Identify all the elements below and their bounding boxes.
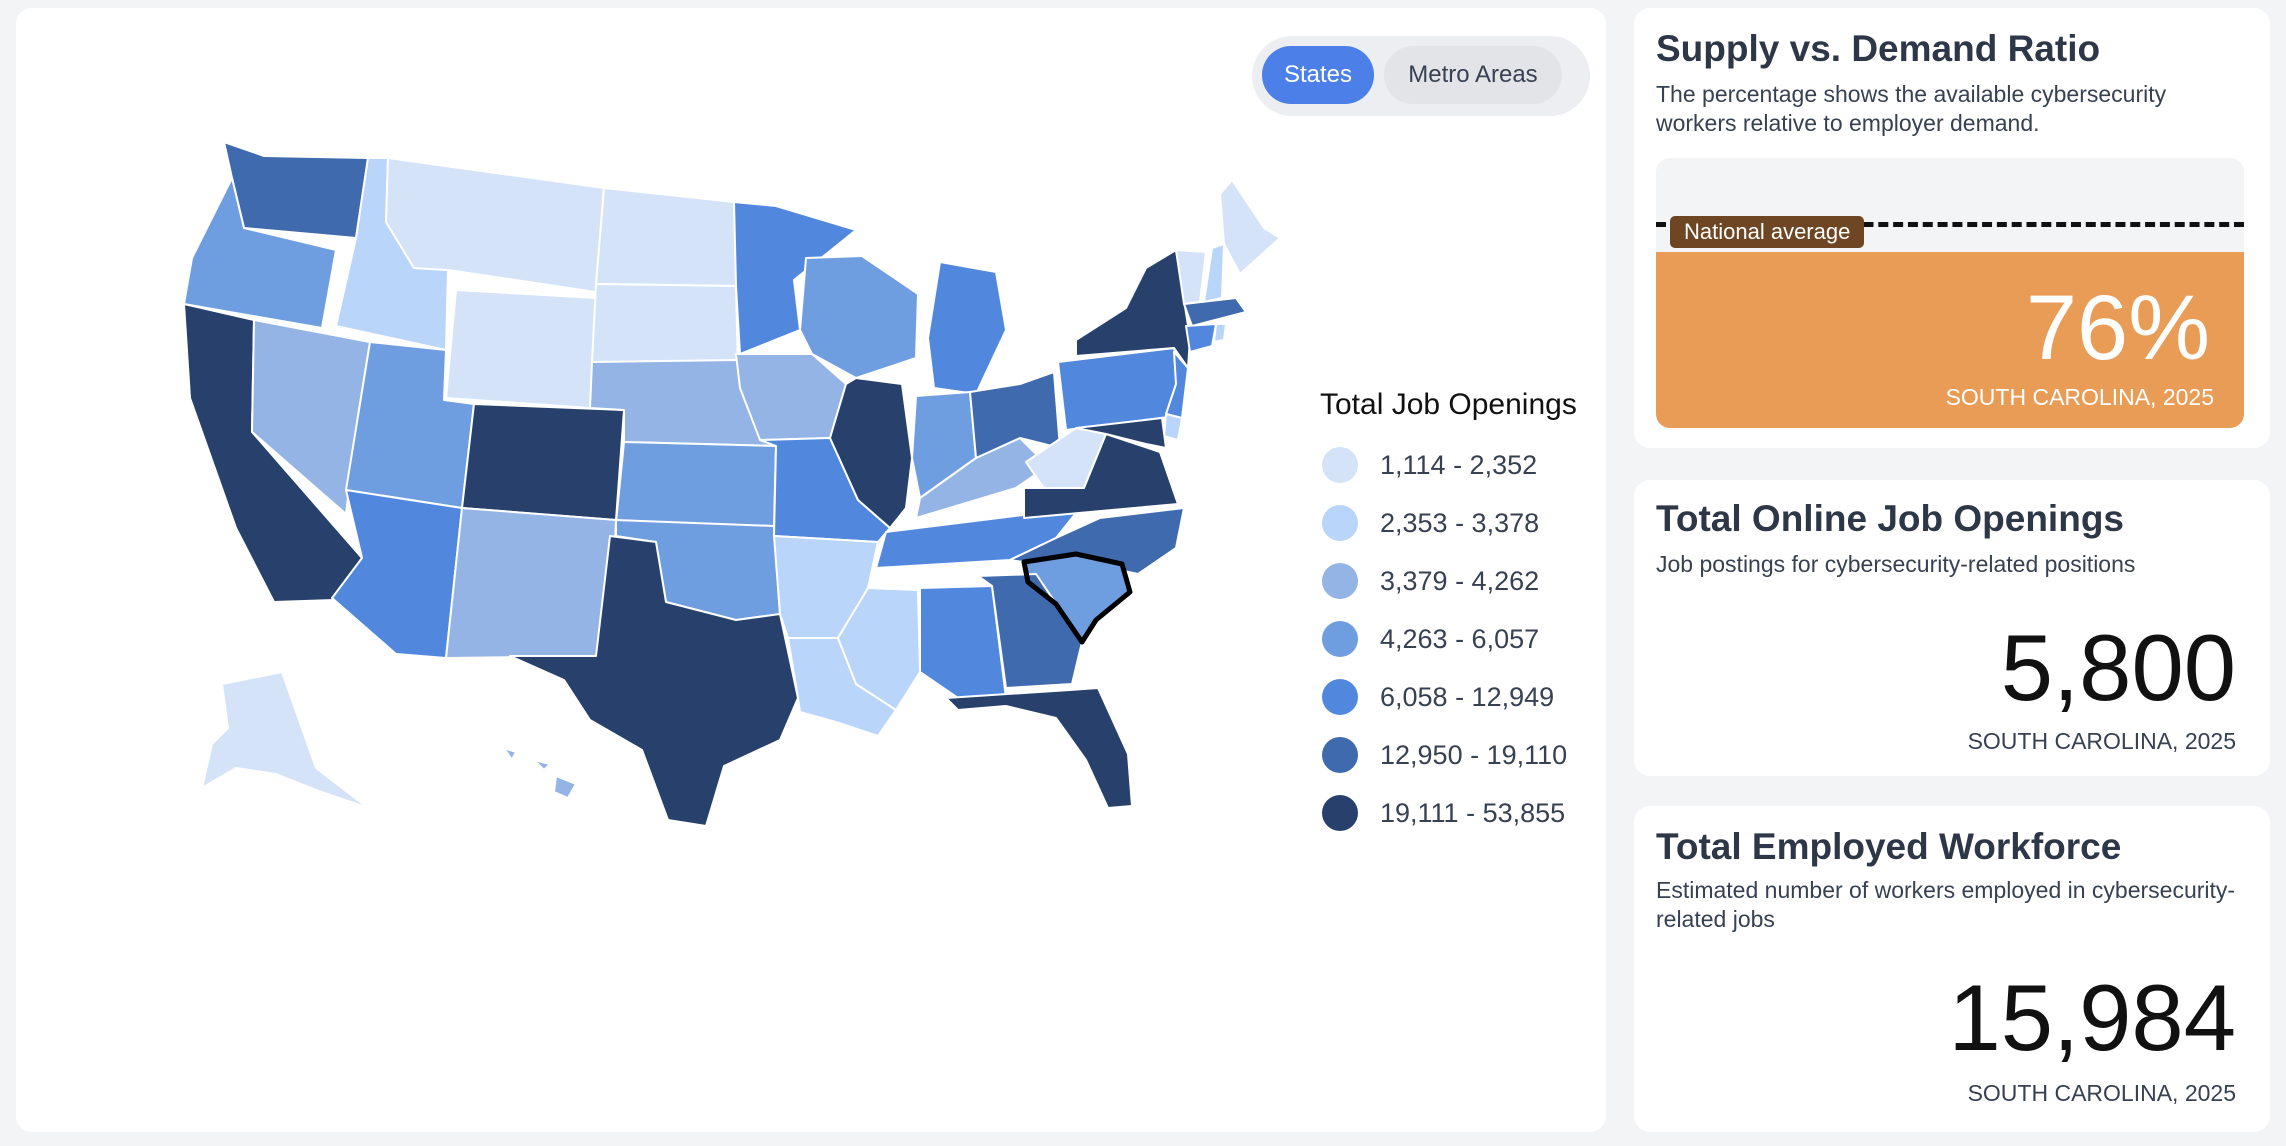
state-ct[interactable] bbox=[1185, 323, 1217, 353]
ratio-fill-bar bbox=[1656, 251, 2244, 428]
state-sd[interactable] bbox=[591, 283, 739, 371]
state-nd[interactable] bbox=[595, 187, 737, 287]
state-wi[interactable] bbox=[799, 255, 919, 379]
card-title: Total Employed Workforce bbox=[1656, 826, 2122, 867]
state-ga[interactable] bbox=[977, 573, 1083, 689]
legend-item: 4,263 - 6,057 bbox=[1320, 610, 1602, 668]
job-openings-value: 5,800 bbox=[2000, 615, 2236, 720]
card-title: Total Online Job Openings bbox=[1656, 498, 2124, 539]
job-openings-caption: SOUTH CAROLINA, 2025 bbox=[1967, 728, 2236, 754]
ratio-gauge: National average 76% SOUTH CAROLINA, 202… bbox=[1656, 158, 2244, 428]
legend-item: 6,058 - 12,949 bbox=[1320, 668, 1602, 726]
legend-swatch bbox=[1322, 505, 1358, 541]
view-toggle: States Metro Areas bbox=[1252, 36, 1590, 116]
map-legend: Total Job Openings 1,114 - 2,352 2,353 -… bbox=[1320, 388, 1602, 842]
state-de[interactable] bbox=[1163, 413, 1183, 441]
legend-label: 3,379 - 4,262 bbox=[1380, 565, 1540, 596]
legend-label: 19,111 - 53,855 bbox=[1380, 797, 1566, 828]
state-wy[interactable] bbox=[445, 289, 597, 409]
state-hi[interactable] bbox=[503, 747, 577, 799]
state-az[interactable] bbox=[331, 489, 463, 659]
card-description: Estimated number of workers employed in … bbox=[1656, 877, 2236, 932]
ratio-caption: SOUTH CAROLINA, 2025 bbox=[1945, 384, 2214, 410]
legend-swatch bbox=[1322, 621, 1358, 657]
map-card: States Metro Areas Total Job Openings 1,… bbox=[16, 8, 1606, 1132]
metro-areas-toggle-button[interactable]: Metro Areas bbox=[1384, 46, 1562, 104]
state-al[interactable] bbox=[919, 585, 1007, 699]
state-nm[interactable] bbox=[445, 507, 617, 659]
legend-item: 3,379 - 4,262 bbox=[1320, 552, 1602, 610]
legend-title: Total Job Openings bbox=[1320, 388, 1577, 421]
workforce-value: 15,984 bbox=[1948, 965, 2236, 1070]
states-toggle-button[interactable]: States bbox=[1262, 46, 1374, 104]
state-ak[interactable] bbox=[201, 671, 369, 809]
state-md[interactable] bbox=[1075, 417, 1167, 449]
legend-label: 4,263 - 6,057 bbox=[1380, 623, 1540, 654]
us-choropleth-map bbox=[183, 141, 1281, 827]
employed-workforce-card: Total Employed Workforce Estimated numbe… bbox=[1634, 806, 2270, 1132]
state-fl[interactable] bbox=[945, 687, 1133, 809]
national-average-line bbox=[1656, 222, 2244, 227]
legend-item: 12,950 - 19,110 bbox=[1320, 726, 1602, 784]
state-co[interactable] bbox=[461, 403, 625, 521]
state-ms[interactable] bbox=[837, 587, 921, 711]
state-ks[interactable] bbox=[615, 441, 777, 527]
legend-swatch bbox=[1322, 679, 1358, 715]
state-il[interactable] bbox=[829, 377, 913, 529]
state-wa[interactable] bbox=[223, 141, 369, 239]
state-mn[interactable] bbox=[733, 201, 857, 355]
job-openings-card: Total Online Job Openings Job postings f… bbox=[1634, 480, 2270, 776]
state-ma[interactable] bbox=[1183, 297, 1247, 327]
card-description: Job postings for cybersecurity-related p… bbox=[1656, 551, 2136, 577]
legend-item: 19,111 - 53,855 bbox=[1320, 784, 1602, 842]
legend-label: 6,058 - 12,949 bbox=[1380, 681, 1555, 712]
selected-state-outline bbox=[1021, 551, 1133, 645]
state-me[interactable] bbox=[1219, 179, 1281, 275]
legend-label: 2,353 - 3,378 bbox=[1380, 507, 1540, 538]
legend-swatch bbox=[1322, 447, 1358, 483]
legend-swatch bbox=[1322, 563, 1358, 599]
legend-swatch bbox=[1322, 795, 1358, 831]
legend-item: 2,353 - 3,378 bbox=[1320, 494, 1602, 552]
state-mi[interactable] bbox=[927, 261, 1007, 395]
state-or[interactable] bbox=[183, 177, 337, 329]
legend-label: 1,114 - 2,352 bbox=[1380, 449, 1538, 480]
workforce-caption: SOUTH CAROLINA, 2025 bbox=[1967, 1080, 2236, 1106]
state-va[interactable] bbox=[1023, 433, 1179, 519]
state-tx[interactable] bbox=[509, 535, 799, 827]
state-ri[interactable] bbox=[1213, 323, 1227, 343]
national-average-label: National average bbox=[1670, 216, 1865, 248]
legend-label: 12,950 - 19,110 bbox=[1380, 739, 1568, 770]
card-title: Supply vs. Demand Ratio bbox=[1656, 28, 2101, 69]
legend-swatch bbox=[1322, 737, 1358, 773]
card-description: The percentage shows the available cyber… bbox=[1656, 81, 2167, 136]
supply-demand-card: Supply vs. Demand Ratio The percentage s… bbox=[1634, 8, 2270, 448]
legend-item: 1,114 - 2,352 bbox=[1320, 436, 1602, 494]
state-nh[interactable] bbox=[1203, 243, 1225, 303]
ratio-value: 76% bbox=[2025, 277, 2210, 379]
